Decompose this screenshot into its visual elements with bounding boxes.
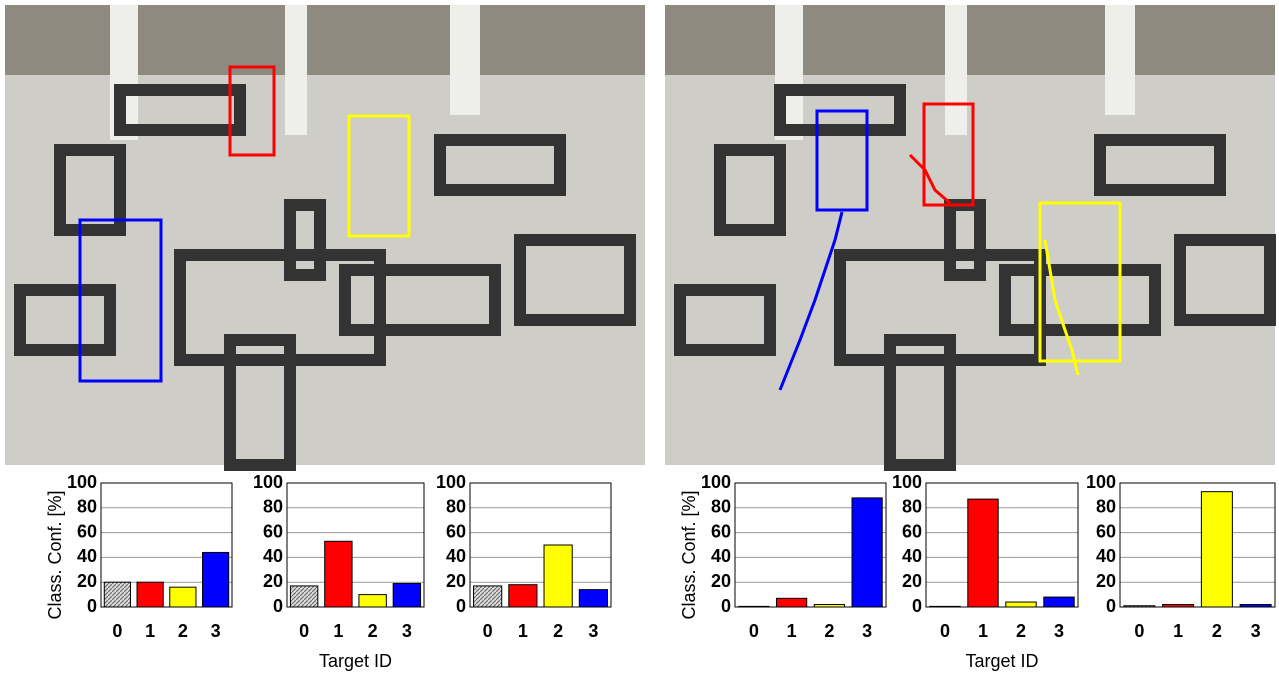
y-tick-label: 100 xyxy=(253,472,283,492)
x-axis-label: Target ID xyxy=(965,651,1038,671)
x-tick-label: 0 xyxy=(112,621,122,641)
camera-frame-right xyxy=(665,5,1275,465)
y-tick-label: 100 xyxy=(892,472,922,492)
x-tick-label: 0 xyxy=(483,621,493,641)
y-tick-label: 20 xyxy=(902,571,922,591)
bar xyxy=(968,499,998,607)
y-axis-label: Class. Conf. [%] xyxy=(45,490,65,619)
y-tick-label: 0 xyxy=(273,596,283,616)
x-tick-label: 2 xyxy=(1212,621,1222,641)
x-tick-label: 3 xyxy=(1054,621,1064,641)
y-tick-label: 40 xyxy=(1096,546,1116,566)
figure: 0204060801000123Class. Conf. [%]02040608… xyxy=(0,0,1279,680)
y-tick-label: 100 xyxy=(67,472,97,492)
y-tick-label: 0 xyxy=(1106,596,1116,616)
bar xyxy=(1201,492,1232,607)
y-tick-label: 60 xyxy=(446,521,466,541)
x-tick-label: 0 xyxy=(940,621,950,641)
x-tick-label: 3 xyxy=(402,621,412,641)
bar xyxy=(137,582,163,607)
bar xyxy=(203,552,229,607)
x-tick-label: 3 xyxy=(211,621,221,641)
y-tick-label: 0 xyxy=(721,596,731,616)
x-tick-label: 1 xyxy=(978,621,988,641)
x-tick-label: 2 xyxy=(368,621,378,641)
y-tick-label: 60 xyxy=(263,521,283,541)
y-tick-label: 60 xyxy=(902,521,922,541)
y-tick-label: 80 xyxy=(902,497,922,517)
x-tick-label: 3 xyxy=(862,621,872,641)
bar xyxy=(1044,597,1074,607)
y-tick-label: 0 xyxy=(912,596,922,616)
y-tick-label: 60 xyxy=(77,521,97,541)
y-tick-label: 0 xyxy=(456,596,466,616)
bar xyxy=(509,585,537,607)
y-tick-label: 20 xyxy=(1096,571,1116,591)
x-tick-label: 2 xyxy=(553,621,563,641)
bar xyxy=(474,586,502,607)
y-tick-label: 40 xyxy=(902,546,922,566)
x-tick-label: 1 xyxy=(333,621,343,641)
x-tick-label: 1 xyxy=(1173,621,1183,641)
y-tick-label: 60 xyxy=(711,521,731,541)
camera-frame-left xyxy=(5,5,645,465)
y-tick-label: 100 xyxy=(436,472,466,492)
x-tick-label: 0 xyxy=(299,621,309,641)
x-tick-label: 3 xyxy=(588,621,598,641)
plot-area xyxy=(926,483,1078,607)
x-axis-label: Target ID xyxy=(319,651,392,671)
y-tick-label: 40 xyxy=(263,546,283,566)
y-tick-label: 40 xyxy=(446,546,466,566)
y-tick-label: 80 xyxy=(711,497,731,517)
y-tick-label: 40 xyxy=(711,546,731,566)
bar xyxy=(104,582,130,607)
y-tick-label: 20 xyxy=(263,571,283,591)
x-tick-label: 3 xyxy=(1251,621,1261,641)
y-tick-label: 100 xyxy=(1086,472,1116,492)
bar xyxy=(290,586,317,607)
y-tick-label: 60 xyxy=(1096,521,1116,541)
bar xyxy=(393,583,420,607)
x-tick-label: 1 xyxy=(518,621,528,641)
x-tick-label: 2 xyxy=(1016,621,1026,641)
y-tick-label: 20 xyxy=(77,571,97,591)
x-tick-label: 2 xyxy=(178,621,188,641)
x-tick-label: 0 xyxy=(749,621,759,641)
y-tick-label: 40 xyxy=(77,546,97,566)
bar xyxy=(544,545,572,607)
x-tick-label: 0 xyxy=(1134,621,1144,641)
y-tick-label: 100 xyxy=(701,472,731,492)
bar xyxy=(325,541,352,607)
y-tick-label: 80 xyxy=(1096,497,1116,517)
x-tick-label: 2 xyxy=(824,621,834,641)
y-tick-label: 20 xyxy=(711,571,731,591)
bar xyxy=(1006,602,1036,607)
x-tick-label: 1 xyxy=(787,621,797,641)
plot-area xyxy=(1120,483,1275,607)
bar xyxy=(579,590,607,607)
bar xyxy=(170,587,196,607)
y-tick-label: 80 xyxy=(263,497,283,517)
y-tick-label: 20 xyxy=(446,571,466,591)
y-tick-label: 0 xyxy=(87,596,97,616)
y-axis-label: Class. Conf. [%] xyxy=(679,490,699,619)
y-tick-label: 80 xyxy=(446,497,466,517)
bar xyxy=(359,595,386,607)
bar xyxy=(777,598,807,607)
bar xyxy=(852,498,882,607)
y-tick-label: 80 xyxy=(77,497,97,517)
x-tick-label: 1 xyxy=(145,621,155,641)
